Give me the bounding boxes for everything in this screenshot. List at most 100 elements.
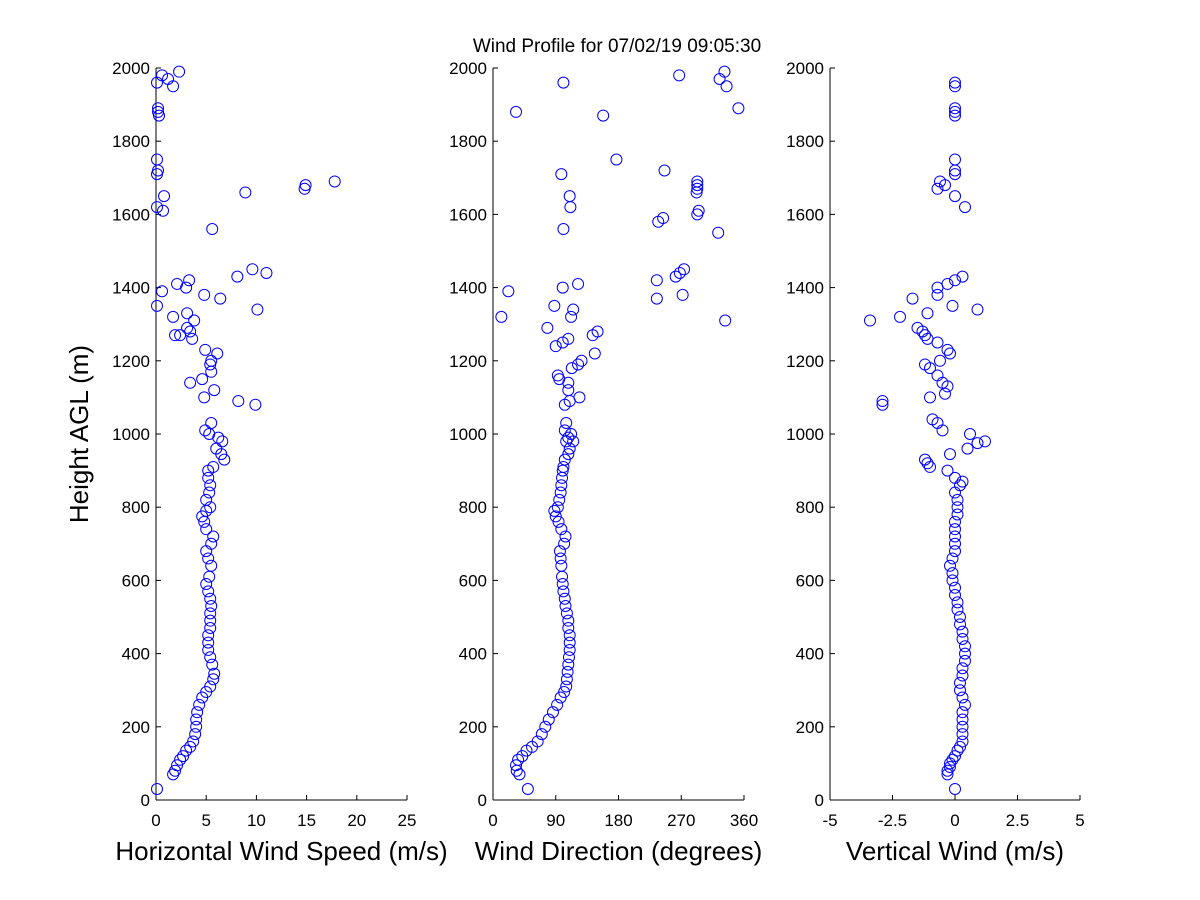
data-point xyxy=(956,691,969,704)
data-point xyxy=(555,559,568,572)
data-point xyxy=(495,310,508,323)
data-point xyxy=(202,643,215,656)
panel-speed: 0 200 400 600 800 1000 1200 1400 1600 1800 2000 0 5 1… xyxy=(64,59,448,866)
data-point xyxy=(512,753,525,766)
data-point xyxy=(919,358,931,371)
data-point xyxy=(202,471,215,484)
data-point xyxy=(152,102,165,115)
data-point xyxy=(951,596,964,609)
data-point xyxy=(956,662,969,675)
data-point xyxy=(548,504,561,517)
data-point xyxy=(959,201,971,214)
data-point xyxy=(964,428,976,440)
data-point xyxy=(152,105,165,118)
data-point xyxy=(944,347,956,360)
data-point xyxy=(944,448,956,461)
data-point xyxy=(572,358,585,371)
data-point xyxy=(205,600,218,613)
data-point xyxy=(931,182,944,195)
data-point xyxy=(177,750,190,763)
data-point xyxy=(949,783,961,796)
data-point xyxy=(181,307,194,320)
data-point xyxy=(949,471,961,484)
data-point xyxy=(956,475,969,488)
x-tick-label: 5 xyxy=(201,811,210,830)
data-point xyxy=(949,537,961,550)
data-point xyxy=(949,105,961,118)
data-point xyxy=(204,479,217,492)
data-point xyxy=(961,442,974,455)
y-tick-label: 1800 xyxy=(786,132,824,151)
data-point xyxy=(551,369,564,382)
data-point xyxy=(941,764,954,777)
y-tick-label: 1600 xyxy=(112,205,150,224)
y-tick-label: 600 xyxy=(796,571,824,590)
data-point xyxy=(946,552,959,565)
data-point xyxy=(719,314,732,327)
data-point xyxy=(669,270,682,283)
data-point xyxy=(949,168,961,181)
data-point xyxy=(151,201,164,214)
data-point xyxy=(692,204,705,217)
x-tick-label: 15 xyxy=(297,811,316,830)
data-point xyxy=(562,431,575,444)
data-point xyxy=(941,464,954,477)
y-tick-label: 800 xyxy=(796,498,824,517)
data-point xyxy=(560,680,573,693)
data-point xyxy=(200,523,213,536)
data-point xyxy=(260,266,273,279)
y-tick-label: 800 xyxy=(122,498,150,517)
data-point xyxy=(944,761,956,774)
data-point xyxy=(188,314,201,327)
data-point xyxy=(572,277,585,290)
y-tick-label: 400 xyxy=(459,645,487,664)
data-point xyxy=(562,448,575,461)
data-point xyxy=(204,501,217,514)
data-point xyxy=(562,621,575,634)
data-point xyxy=(678,263,691,276)
x-tick-label: 5 xyxy=(1075,811,1084,830)
data-point xyxy=(954,676,966,689)
data-point xyxy=(204,621,217,634)
x-tick-label: -5 xyxy=(822,811,837,830)
data-point xyxy=(557,460,570,473)
y-tick-label: 2000 xyxy=(112,59,150,78)
data-point xyxy=(949,523,961,536)
data-point xyxy=(200,493,213,506)
data-point xyxy=(207,460,220,473)
data-point xyxy=(196,373,209,386)
data-point xyxy=(535,728,548,741)
data-point xyxy=(198,288,211,301)
data-point xyxy=(894,310,906,323)
y-tick-label: 600 xyxy=(459,571,487,590)
data-point xyxy=(204,614,217,627)
data-point xyxy=(151,153,164,166)
y-tick-label: 400 xyxy=(122,645,150,664)
data-point xyxy=(208,667,221,680)
data-point xyxy=(565,362,578,375)
data-point xyxy=(246,263,259,276)
data-point xyxy=(190,713,203,726)
data-points xyxy=(864,76,991,796)
data-point xyxy=(203,486,216,499)
data-point xyxy=(946,753,959,766)
data-point xyxy=(521,783,534,796)
data-point xyxy=(510,759,523,772)
data-point xyxy=(650,292,663,305)
data-point xyxy=(548,299,561,312)
data-point xyxy=(971,303,984,316)
data-point xyxy=(558,537,571,550)
data-point xyxy=(174,753,187,766)
x-tick-label: 270 xyxy=(667,811,695,830)
data-point xyxy=(946,567,959,580)
data-point xyxy=(959,640,971,653)
data-points xyxy=(151,65,341,796)
y-tick-label: 1000 xyxy=(112,425,150,444)
data-point xyxy=(551,698,564,711)
y-tick-label: 1200 xyxy=(786,352,824,371)
data-point xyxy=(941,768,954,781)
data-point xyxy=(184,325,197,338)
data-point xyxy=(919,453,931,466)
data-point xyxy=(199,424,212,437)
